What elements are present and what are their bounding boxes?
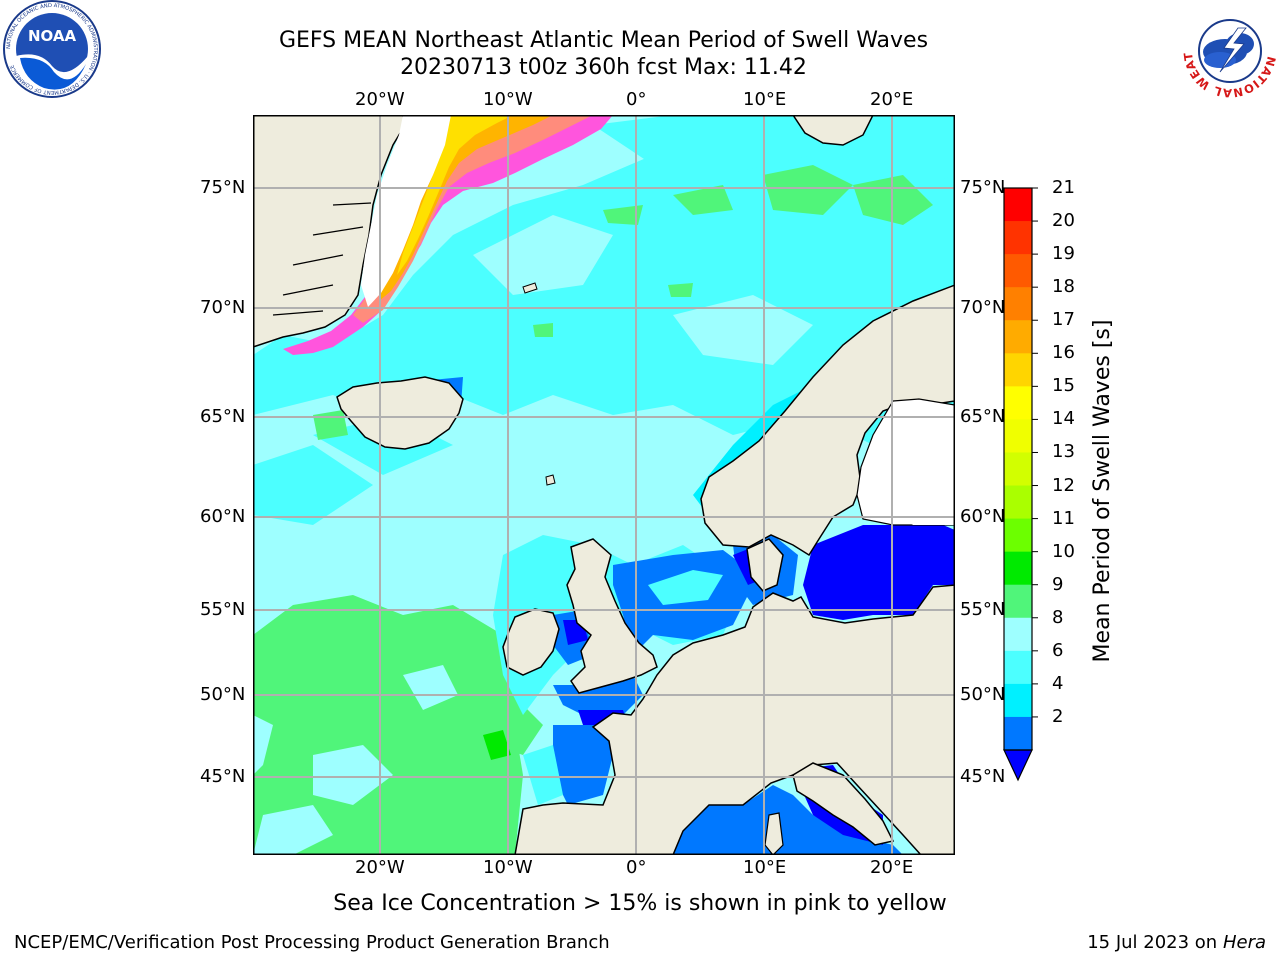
lon-label-top-20e: 20°E — [870, 89, 914, 110]
lon-label-bottom-0: 0° — [626, 857, 647, 878]
colorbar-segment — [1004, 518, 1032, 553]
ireland — [502, 608, 560, 676]
colorbar-label: Mean Period of Swell Waves [s] — [1090, 319, 1115, 663]
colorbar-tick-label: 16 — [1052, 342, 1075, 364]
colorbar-segment — [1004, 320, 1032, 354]
swell-period-field — [253, 115, 954, 854]
colorbar-frame — [1003, 187, 1033, 751]
colorbar-tick-label: 20 — [1052, 210, 1075, 232]
lat-label-left-65n: 65°N — [200, 406, 246, 427]
colorbar-tick-label: 14 — [1052, 408, 1075, 430]
italy — [792, 762, 895, 846]
lat-label-right-50n: 50°N — [960, 684, 1006, 705]
lon-label-top-20w: 20°W — [355, 89, 405, 110]
lat-label-right-45n: 45°N — [960, 766, 1006, 787]
map-gridlines — [253, 115, 954, 854]
colorbar-segment — [1004, 683, 1032, 718]
colorbar-tick-label: 12 — [1052, 474, 1075, 496]
lat-label-right-70n: 70°N — [960, 297, 1006, 318]
noaa-logo-text: NOAA — [28, 27, 77, 45]
lat-label-right-75n: 75°N — [960, 177, 1006, 198]
colorbar-segment — [1004, 584, 1032, 619]
map-frame — [253, 115, 955, 855]
lat-label-right-60n: 60°N — [960, 506, 1006, 527]
colorbar-segment — [1004, 551, 1032, 586]
colorbar-tick-label: 9 — [1052, 573, 1064, 595]
lat-label-left-75n: 75°N — [200, 177, 246, 198]
footer-host: Hera — [1222, 932, 1266, 953]
iceland — [336, 376, 464, 450]
continental-europe — [514, 584, 954, 854]
lon-label-bottom-20w: 20°W — [355, 857, 405, 878]
colorbar-segment — [1004, 617, 1032, 652]
colorbar — [1000, 186, 1040, 786]
sea-ice-edge — [283, 115, 613, 355]
colorbar-tick-label: 4 — [1052, 672, 1064, 694]
lat-label-right-65n: 65°N — [960, 406, 1006, 427]
colorbar-segment — [1004, 188, 1032, 222]
chart-title-line1: GEFS MEAN Northeast Atlantic Mean Period… — [278, 28, 929, 53]
footer-date: 15 Jul 2023 on — [1087, 932, 1223, 953]
great-britain — [566, 538, 658, 694]
chart-title-line2: 20230713 t00z 360h fcst Max: 11.42 — [400, 55, 807, 80]
lon-label-bottom-10w: 10°W — [483, 857, 533, 878]
colorbar-tick-label: 19 — [1052, 243, 1075, 265]
colorbar-segment — [1004, 287, 1032, 321]
footer-left: NCEP/EMC/Verification Post Processing Pr… — [14, 932, 610, 953]
nws-logo: NATIONAL WEATHER SERVICE — [1175, 0, 1280, 100]
lat-label-left-70n: 70°N — [200, 297, 246, 318]
lat-label-right-55n: 55°N — [960, 599, 1006, 620]
sea-ice-note: Sea Ice Concentration > 15% is shown in … — [333, 891, 947, 916]
footer-right: 15 Jul 2023 on Hera — [1087, 932, 1266, 954]
lat-label-left-45n: 45°N — [200, 766, 246, 787]
colorbar-segment — [1004, 353, 1032, 387]
lon-label-bottom-10e: 10°E — [743, 857, 787, 878]
colorbar-segment — [1004, 452, 1032, 487]
colorbar-segment — [1004, 419, 1032, 453]
lat-label-left-50n: 50°N — [200, 684, 246, 705]
lon-label-top-0: 0° — [626, 89, 647, 110]
colorbar-segment — [1004, 650, 1032, 685]
noaa-logo: NOAA NATIONAL OCEANIC AND ATMOSPHERIC AD… — [0, 0, 105, 100]
lon-label-bottom-20e: 20°E — [870, 857, 914, 878]
colorbar-tick-label: 6 — [1052, 639, 1064, 661]
colorbar-tick-label: 17 — [1052, 309, 1075, 331]
lon-label-top-10w: 10°W — [483, 89, 533, 110]
colorbar-tick-label: 18 — [1052, 276, 1075, 298]
colorbar-tick-label: 2 — [1052, 705, 1064, 727]
colorbar-tick-label: 8 — [1052, 606, 1064, 628]
colorbar-extend-arrow — [1003, 749, 1033, 782]
colorbar-tick-label: 11 — [1052, 507, 1075, 529]
colorbar-segment — [1004, 221, 1032, 255]
colorbar-segment — [1004, 716, 1032, 751]
colorbar-tick-label: 10 — [1052, 540, 1075, 562]
colorbar-tick-label: 13 — [1052, 441, 1075, 463]
colorbar-segment — [1004, 254, 1032, 288]
colorbar-tick-label: 15 — [1052, 375, 1075, 397]
lon-label-top-10e: 10°E — [743, 89, 787, 110]
colorbar-segment — [1004, 485, 1032, 520]
colorbar-ticks: 21 20 19 18 17 16 15 14 13 12 11 10 9 8 6 4 2 — [1052, 178, 1092, 786]
lat-label-left-55n: 55°N — [200, 599, 246, 620]
colorbar-tick-label: 21 — [1052, 177, 1075, 198]
map-panel — [253, 115, 955, 855]
colorbar-segment — [1004, 386, 1032, 420]
lat-label-left-60n: 60°N — [200, 506, 246, 527]
